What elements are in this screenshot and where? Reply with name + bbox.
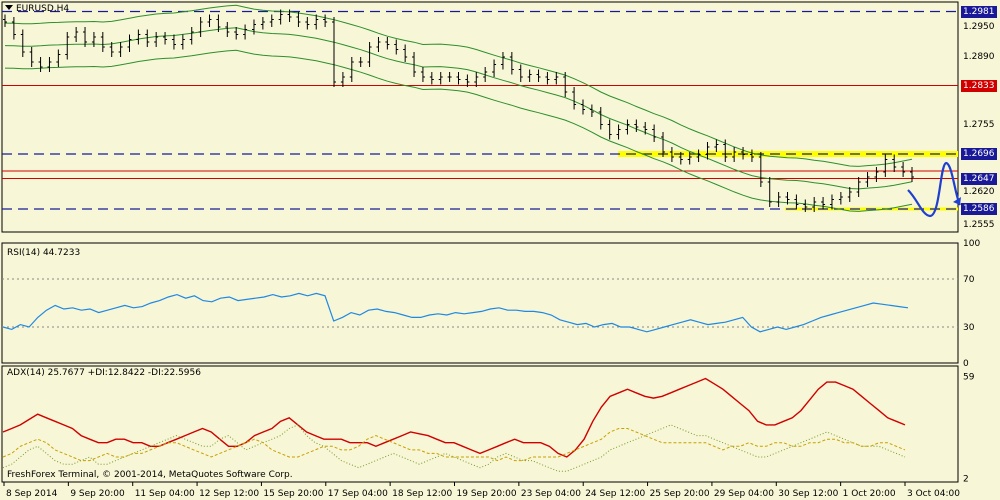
price-tag: 1.2833 <box>961 79 997 92</box>
adx-tick-label: 59 <box>963 373 975 383</box>
adx-title: ADX(14) 25.7677 +DI:12.8422 -DI:22.5956 <box>7 368 201 378</box>
rsi-tick-label: 70 <box>963 275 975 285</box>
adx-panel-frame <box>1 365 959 483</box>
x-axis-label: 18 Sep 12:00 <box>392 489 452 499</box>
x-axis-label: 3 Oct 04:00 <box>907 489 960 499</box>
x-axis-label: 25 Sep 20:00 <box>650 489 710 499</box>
x-axis-label: 17 Sep 04:00 <box>328 489 388 499</box>
adx-series-0 <box>2 377 906 458</box>
x-axis-label: 30 Sep 12:00 <box>778 489 838 499</box>
price-tag: 1.2620 <box>963 187 995 197</box>
price-tag: 1.2586 <box>961 203 997 215</box>
rsi-tick-label: 100 <box>963 239 980 249</box>
x-axis-label: 24 Sep 12:00 <box>585 489 645 499</box>
price-tag: 1.2890 <box>963 52 995 62</box>
x-axis-label: 15 Sep 20:00 <box>263 489 323 499</box>
rsi-panel-frame <box>1 242 959 364</box>
bollinger-middle <box>4 27 913 190</box>
forecast-path <box>907 161 962 218</box>
x-axis-label: 23 Sep 04:00 <box>521 489 581 499</box>
main-chart-title: EURUSD,H4 <box>16 4 70 14</box>
main-panel-frame <box>1 1 959 233</box>
symbol-menu-icon[interactable] <box>5 5 13 10</box>
copyright-text: FreshForex Terminal, © 2001-2014, MetaQu… <box>7 470 293 480</box>
x-axis-label: 8 Sep 2014 <box>6 489 58 499</box>
x-axis-label: 29 Sep 04:00 <box>714 489 774 499</box>
price-tag: 1.2696 <box>961 148 997 160</box>
rsi-tick-label: 0 <box>963 359 969 369</box>
forecast-arrowhead <box>953 197 961 205</box>
bollinger-lower <box>4 49 913 212</box>
x-axis-label: 19 Sep 20:00 <box>457 489 517 499</box>
price-tag: 1.2981 <box>961 5 997 18</box>
adx-series-2 <box>2 428 906 462</box>
adx-tick-label: 2 <box>963 474 969 484</box>
x-axis-label: 12 Sep 12:00 <box>199 489 259 499</box>
price-tag: 1.2950 <box>963 22 995 32</box>
adx-series-1 <box>2 424 906 472</box>
x-axis-label: 11 Sep 04:00 <box>135 489 195 499</box>
price-tag: 1.2755 <box>963 119 995 130</box>
x-axis-label: 9 Sep 20:00 <box>70 489 125 499</box>
price-tag: 1.2647 <box>961 172 997 185</box>
rsi-tick-label: 30 <box>963 323 975 333</box>
rsi-line <box>2 292 909 333</box>
x-axis-label: 1 Oct 20:00 <box>843 489 896 499</box>
rsi-title: RSI(14) 44.7233 <box>7 248 81 258</box>
price-tag: 1.2555 <box>963 219 995 230</box>
